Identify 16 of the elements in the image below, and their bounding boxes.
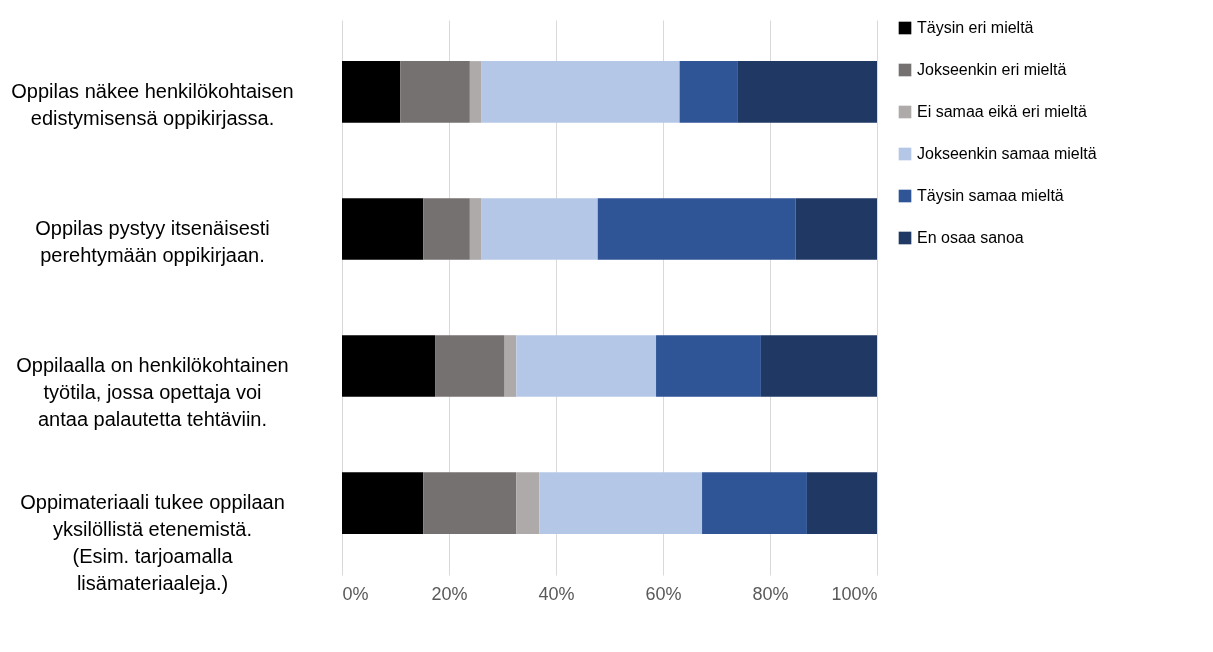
x-tick-label: 20% [431,583,468,604]
legend-label: Täysin eri mieltä [917,19,1034,36]
x-tick-label: 60% [645,583,682,604]
legend-label: Ei samaa eikä eri mieltä [917,103,1087,120]
y-tick-label: Oppilas näkee henkilökohtaisen edistymisensä oppikirjassa. [11,79,294,129]
x-tick-label: 100% [831,583,878,604]
y-tick-label: Oppimateriaali tukee oppilaan yksilöllistä etenemistä. (Esim. tarjoamalla lisämateriaaleja.) [20,491,285,595]
legend-label: En osaa sanoa [917,229,1024,246]
x-tick-label: 80% [752,583,789,604]
legend-label: Täysin samaa mieltä [917,187,1064,204]
legend-label: Jokseenkin eri mieltä [917,61,1067,78]
legend-label: Jokseenkin samaa mieltä [917,145,1097,162]
y-tick-label: Oppilaalla on henkilökohtainen työtila, jossa opettaja voi antaa palautetta tehtäviin. [16,354,289,431]
x-tick-label: 0% [342,583,369,604]
y-tick-label: Oppilas pystyy itsenäisesti perehtymään oppikirjaan. [35,216,270,266]
x-tick-label: 40% [538,583,575,604]
